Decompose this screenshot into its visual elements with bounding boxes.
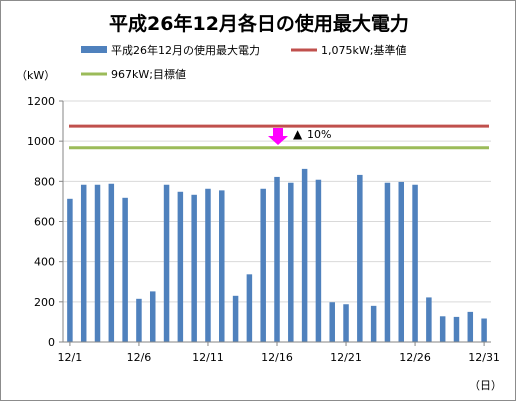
y-tick-label: 800 <box>34 175 55 188</box>
bar <box>122 197 128 342</box>
bar <box>301 168 308 342</box>
y-axis-label: （kW） <box>16 69 55 82</box>
bar <box>439 316 446 342</box>
bar <box>246 274 253 342</box>
bar <box>219 190 225 342</box>
bar <box>343 304 349 342</box>
bar <box>108 183 115 342</box>
bar <box>398 181 405 342</box>
y-tick-label: 1200 <box>27 95 55 108</box>
chart-title: 平成26年12月各日の使用最大電力 <box>109 12 409 35</box>
annotation: ▲ 10% <box>268 127 331 145</box>
bar <box>232 295 239 342</box>
bar <box>357 174 363 342</box>
annotation-marker: ▲ <box>293 127 303 141</box>
bar <box>384 182 391 342</box>
y-tick-label: 0 <box>48 336 55 349</box>
x-tick-label: 12/26 <box>399 351 431 364</box>
legend-label-bars: 平成26年12月の使用最大電力 <box>111 43 260 57</box>
annotation-label: 10% <box>307 128 331 141</box>
bar <box>149 291 156 342</box>
bar <box>370 305 377 342</box>
bar <box>329 302 335 342</box>
x-tick-label: 12/11 <box>192 351 224 364</box>
bar <box>467 311 474 342</box>
legend-swatch-bars <box>81 46 107 53</box>
reference-lines <box>69 124 489 150</box>
x-tick-label: 12/6 <box>127 351 152 364</box>
x-tick-label: 12/1 <box>58 351 83 364</box>
x-tick-label: 12/16 <box>261 351 293 364</box>
legend-label-target: 967kW;目標値 <box>111 67 186 81</box>
bar <box>260 188 266 342</box>
down-arrow-icon <box>268 128 288 145</box>
bar <box>94 184 101 342</box>
bar <box>67 198 73 342</box>
x-ticks: 12/1 12/6 12/11 12/16 12/21 12/26 12/31 <box>58 342 500 364</box>
bar <box>80 184 87 342</box>
bar <box>274 176 280 342</box>
bar <box>177 191 184 342</box>
legend: 平成26年12月の使用最大電力 1,075kW;基準値 967kW;目標値 <box>81 43 406 81</box>
bars <box>67 168 487 342</box>
bar <box>315 179 322 342</box>
legend-label-baseline: 1,075kW;基準値 <box>321 43 406 57</box>
y-tick-label: 600 <box>34 216 55 229</box>
x-tick-label: 12/21 <box>330 351 362 364</box>
y-ticks: 0 200 400 600 800 1000 1200 <box>27 95 63 349</box>
bar <box>481 318 487 342</box>
y-tick-label: 1000 <box>27 135 55 148</box>
bar <box>191 194 197 342</box>
bar <box>136 298 142 342</box>
bar <box>288 182 294 342</box>
y-tick-label: 200 <box>34 296 55 309</box>
bar <box>205 188 211 342</box>
bar <box>412 184 418 342</box>
x-axis-label: （日） <box>469 379 502 392</box>
bar <box>426 297 432 342</box>
bar <box>453 316 460 342</box>
y-tick-label: 400 <box>34 256 55 269</box>
bar <box>163 184 170 342</box>
x-tick-label: 12/31 <box>468 351 500 364</box>
